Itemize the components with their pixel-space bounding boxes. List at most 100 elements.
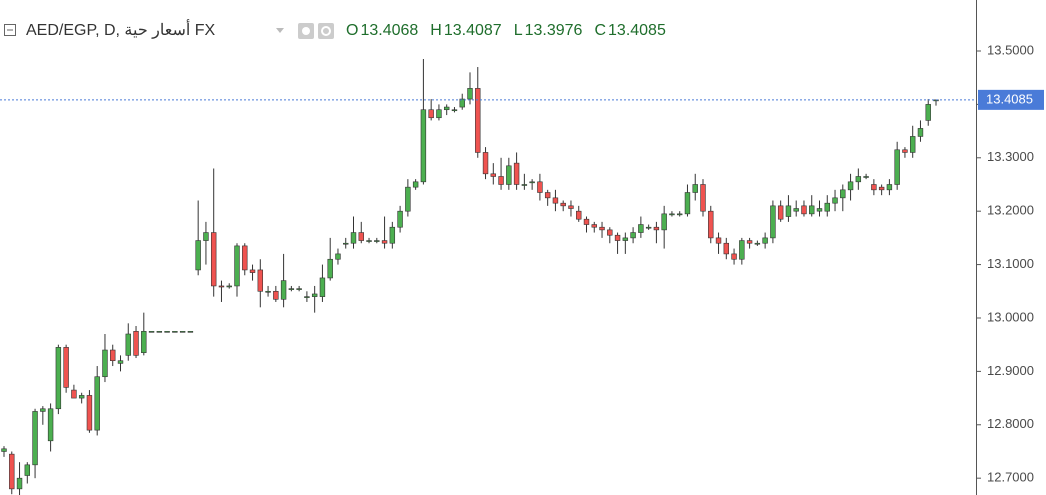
candle-body — [32, 411, 38, 466]
candle-body — [482, 152, 489, 175]
candle-body — [467, 88, 473, 100]
candle-body — [343, 242, 349, 245]
plot-area — [1, 59, 939, 495]
candle-body — [288, 288, 295, 290]
candle-body — [335, 253, 341, 260]
candle-body — [731, 253, 737, 260]
candle-body — [816, 208, 823, 212]
candle-body — [568, 205, 574, 209]
candle-body — [475, 88, 481, 153]
candle-body — [715, 237, 722, 244]
candle-body — [242, 245, 248, 271]
candle-body — [700, 184, 706, 212]
candle-body — [762, 237, 768, 244]
candle-body — [630, 232, 636, 239]
candle-body — [397, 210, 403, 228]
candle-body — [793, 208, 799, 212]
candle-body — [607, 229, 613, 236]
candle-body — [661, 213, 667, 231]
candle-body — [506, 165, 512, 185]
candle-body — [218, 285, 225, 288]
candle-body — [490, 173, 497, 177]
candle-body — [148, 331, 155, 333]
candle-body — [909, 136, 916, 153]
candle-body — [894, 149, 900, 185]
candle-body — [257, 269, 264, 292]
candle-body — [871, 184, 877, 191]
candle-body — [529, 181, 535, 184]
candle-body — [366, 240, 372, 242]
candle-body — [614, 234, 621, 241]
candle-body — [521, 184, 528, 186]
dropdown-icon[interactable] — [276, 28, 284, 33]
y-tick-label: 12.7000 — [987, 470, 1034, 485]
chart-title: AED/EGP, D, أسعار حية FX — [26, 19, 216, 39]
candle-body — [164, 331, 170, 333]
candle-body — [117, 360, 124, 364]
candle-body — [809, 205, 815, 215]
candle-body — [591, 224, 597, 228]
candle-body — [40, 408, 46, 412]
ohlc-value: 13.3976 — [525, 22, 583, 39]
candle-body — [669, 213, 675, 216]
candle-body — [754, 242, 761, 245]
candle-body — [917, 128, 924, 137]
candle-body — [86, 395, 93, 431]
candle-body — [234, 245, 240, 287]
settings-button[interactable] — [318, 23, 334, 39]
candle-body — [552, 197, 559, 204]
ohlc-label: H — [430, 22, 442, 39]
candle-body — [327, 258, 333, 279]
candle-body — [195, 240, 201, 271]
candle-body — [9, 453, 15, 490]
candle-body — [141, 331, 147, 353]
candle-body — [420, 109, 427, 183]
ohlc-value: 13.4087 — [444, 22, 502, 39]
candle-body — [156, 331, 163, 333]
candle-body — [249, 269, 256, 273]
candle-body — [902, 149, 908, 153]
ohlc-label: L — [514, 22, 523, 39]
candle-body — [925, 104, 931, 121]
candle-body — [560, 202, 566, 207]
candle-body — [179, 331, 186, 333]
candle-body — [498, 176, 504, 185]
candle-body — [16, 477, 23, 490]
candle-body — [777, 205, 784, 220]
candle-body — [358, 232, 364, 241]
candle-body — [459, 98, 465, 108]
y-tick-label: 13.2000 — [987, 203, 1034, 218]
candle-body — [273, 290, 279, 300]
candle-body — [296, 288, 302, 290]
candle-body — [311, 293, 318, 297]
candle-body — [832, 197, 838, 204]
candle-body — [544, 192, 551, 199]
candle-body — [71, 389, 77, 399]
candle-body — [622, 237, 629, 241]
candle-body — [513, 162, 520, 185]
candle-body — [280, 280, 287, 300]
candle-body — [389, 226, 396, 244]
candle-body — [63, 347, 69, 388]
candle-body — [172, 331, 178, 333]
candle-body — [133, 331, 139, 356]
candle-body — [537, 181, 543, 193]
y-tick-label: 12.8000 — [987, 416, 1034, 431]
candle-body — [653, 226, 660, 231]
candle-body — [319, 277, 326, 297]
candle-body — [110, 349, 116, 362]
candle-body — [599, 226, 605, 231]
candle-body — [265, 290, 271, 293]
candle-body — [381, 240, 388, 244]
y-tick-label: 13.0000 — [987, 309, 1034, 324]
candle-body — [785, 205, 792, 217]
ohlc-label: O — [346, 22, 358, 39]
candle-body — [47, 408, 54, 442]
settings-icon — [321, 26, 331, 36]
candle-body — [847, 181, 854, 191]
candle-body — [405, 186, 411, 212]
candle-body — [723, 242, 730, 255]
candle-body — [692, 184, 698, 193]
